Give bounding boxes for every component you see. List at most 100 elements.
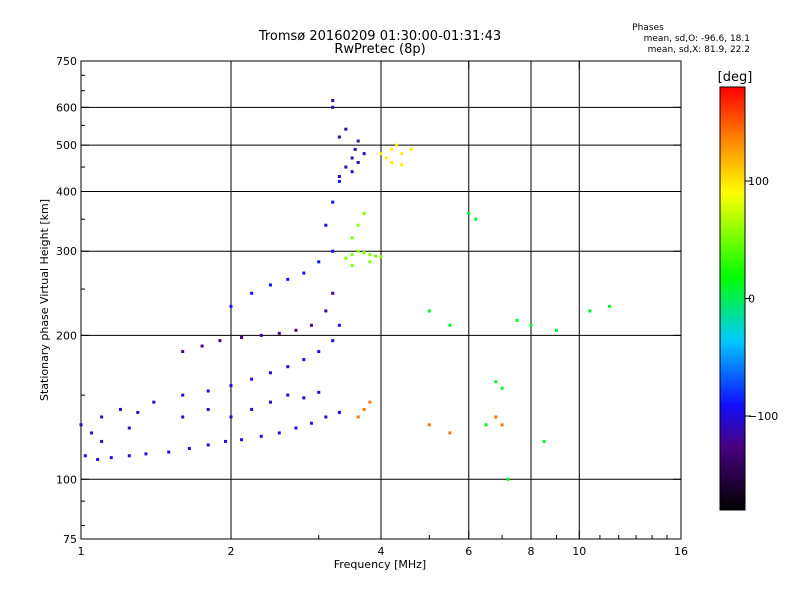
data-point	[277, 331, 281, 335]
colorbar-label: [deg]	[718, 70, 753, 85]
data-point	[90, 431, 94, 435]
data-point	[218, 339, 222, 343]
data-point	[331, 200, 335, 204]
data-point	[167, 450, 171, 454]
y-axis-label: Stationary phase Virtual Height [km]	[38, 199, 51, 401]
data-point	[448, 431, 452, 435]
data-point	[350, 236, 354, 240]
data-point	[356, 223, 360, 227]
y-tick-label: 400	[56, 185, 77, 198]
colorbar-tick-label: 0	[748, 293, 755, 306]
x-axis-ticks: 1 2 4 6 8 10 16	[78, 61, 688, 558]
data-point	[608, 304, 612, 308]
y-axis-ticks: 75 100 200 300 400 500 600 750	[56, 55, 681, 546]
data-point	[268, 283, 272, 287]
data-point	[494, 380, 498, 384]
data-point	[368, 253, 372, 257]
data-point	[118, 407, 122, 411]
data-point	[344, 127, 348, 131]
data-point	[350, 156, 354, 160]
data-point	[240, 438, 244, 442]
data-point	[200, 344, 204, 348]
data-point	[294, 426, 298, 430]
data-point	[448, 323, 452, 327]
data-point	[277, 431, 281, 435]
data-point	[484, 423, 488, 427]
data-point	[500, 423, 504, 427]
data-point	[379, 255, 383, 259]
data-point	[317, 390, 321, 394]
data-point	[356, 139, 360, 143]
data-point	[500, 386, 504, 390]
data-point	[206, 389, 210, 393]
y-tick-label: 200	[56, 329, 77, 342]
data-point	[79, 423, 83, 427]
data-point	[331, 99, 335, 103]
data-point	[229, 415, 233, 419]
data-point	[362, 211, 366, 215]
data-point	[427, 423, 431, 427]
data-points	[79, 99, 612, 481]
data-point	[350, 170, 354, 174]
data-point	[309, 421, 313, 425]
data-point	[368, 260, 372, 264]
data-point	[144, 452, 148, 456]
data-point	[83, 454, 87, 458]
data-point	[294, 328, 298, 332]
data-point	[286, 277, 290, 281]
data-point	[379, 152, 383, 156]
x-tick-label: 4	[378, 545, 385, 558]
x-tick-label: 2	[228, 545, 235, 558]
data-point	[350, 264, 354, 268]
grid-lines	[81, 61, 681, 539]
x-tick-label: 1	[78, 545, 85, 558]
y-tick-label: 600	[56, 101, 77, 114]
data-point	[309, 323, 313, 327]
data-point	[474, 217, 478, 221]
data-point	[554, 328, 558, 332]
data-point	[337, 323, 341, 327]
data-point	[356, 415, 360, 419]
data-point	[337, 174, 341, 178]
data-point	[400, 152, 404, 156]
data-point	[427, 309, 431, 313]
data-point	[331, 339, 335, 343]
data-point	[302, 271, 306, 275]
data-point	[229, 304, 233, 308]
data-point	[395, 143, 399, 147]
data-point	[331, 249, 335, 253]
data-point	[181, 393, 185, 397]
data-point	[384, 156, 388, 160]
data-point	[409, 147, 413, 151]
data-point	[127, 454, 131, 458]
data-point	[317, 350, 321, 354]
data-point	[331, 291, 335, 295]
data-point	[542, 439, 546, 443]
data-point	[506, 477, 510, 481]
chart-subtitle: RwPretec (8p)	[334, 42, 425, 57]
colorbar	[719, 86, 746, 511]
data-point	[390, 160, 394, 164]
data-point	[337, 179, 341, 183]
data-point	[152, 400, 156, 404]
data-point	[362, 407, 366, 411]
data-point	[96, 457, 100, 461]
data-point	[337, 135, 341, 139]
data-point	[250, 291, 254, 295]
data-point	[224, 439, 228, 443]
data-point	[324, 223, 328, 227]
data-point	[324, 309, 328, 313]
data-point	[356, 160, 360, 164]
data-point	[302, 396, 306, 400]
data-point	[356, 249, 360, 253]
data-point	[302, 358, 306, 362]
data-point	[259, 333, 263, 337]
colorbar-tick-label: −100	[748, 410, 778, 423]
legend-x-stats: mean, sd,X: 81.9, 22.2	[648, 45, 750, 55]
data-point	[337, 410, 341, 414]
data-point	[136, 410, 140, 414]
data-point	[324, 415, 328, 419]
data-point	[353, 147, 357, 151]
x-tick-label: 16	[674, 545, 688, 558]
